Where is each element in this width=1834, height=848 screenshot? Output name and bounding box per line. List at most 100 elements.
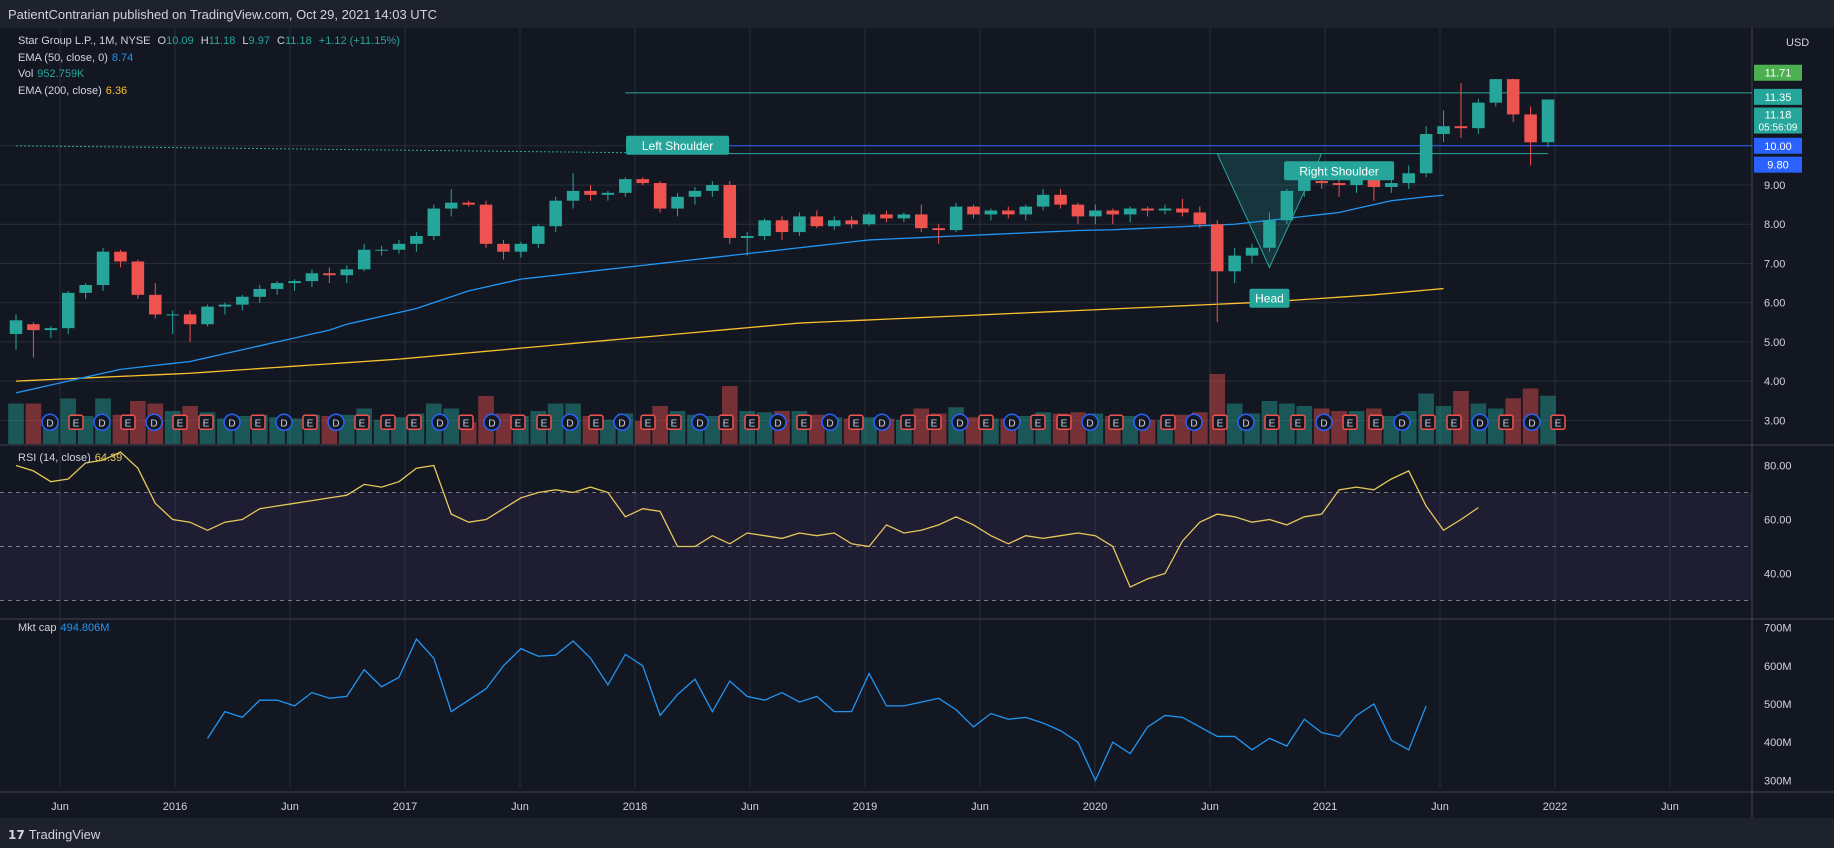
legend-low-label: L: [242, 35, 249, 47]
candle-body: [96, 251, 110, 286]
dividend-marker-label: D: [436, 418, 443, 429]
candle-body: [9, 320, 23, 335]
candle-body: [1541, 99, 1555, 143]
price-tag-last-bg: [1754, 107, 1802, 134]
published-header: PatientContrarian published on TradingVi…: [0, 0, 1834, 28]
candle-body: [149, 294, 162, 315]
candle-body: [1002, 210, 1015, 215]
candle-body: [1489, 79, 1503, 103]
x-tick-label: 2017: [393, 801, 417, 813]
volume-bar: [1017, 416, 1034, 444]
candle-body: [131, 261, 145, 295]
earnings-marker: [1160, 414, 1176, 431]
dividend-marker-label: D: [98, 418, 105, 429]
earnings-marker-label: E: [1425, 418, 1432, 429]
candle-body: [827, 220, 841, 227]
annotation-label: Right Shoulder: [1299, 164, 1378, 178]
published-text: PatientContrarian published on TradingVi…: [8, 7, 438, 22]
dividend-marker-label: D: [956, 418, 963, 429]
candle-body: [427, 208, 441, 236]
earnings-marker: [198, 414, 214, 431]
candle-body: [1228, 255, 1241, 272]
dividend-marker: [93, 413, 111, 432]
dividend-marker: [951, 413, 969, 432]
dividend-marker: [1523, 413, 1541, 432]
legend-mcap-label: Mkt cap: [18, 622, 57, 634]
volume-bar: [600, 419, 616, 444]
y-tick-label: 3.00: [1764, 415, 1785, 427]
rsi-y-tick-label: 40.00: [1764, 569, 1792, 581]
earnings-marker: [406, 414, 422, 431]
volume-bar: [25, 403, 42, 444]
mcap-y-tick-label: 600M: [1764, 661, 1792, 673]
legend-symbol-row: Star Group L.P., 1M, NYSE O10.09 H11.18 …: [18, 35, 400, 47]
dividend-marker-label: D: [46, 418, 53, 429]
candle-body: [984, 210, 998, 215]
volume-bar: [443, 408, 460, 444]
x-tick-label: Jun: [971, 801, 989, 813]
candle-body: [566, 190, 580, 201]
legend-change: +1.12 (+11.15%): [318, 35, 400, 47]
candle-body: [323, 273, 336, 276]
earnings-marker: [1264, 414, 1280, 431]
dividend-marker-label: D: [332, 418, 339, 429]
candle-body: [1019, 206, 1032, 215]
candle-body: [514, 243, 528, 252]
y-tick-label: 7.00: [1764, 258, 1785, 270]
x-tick-label: Jun: [1431, 801, 1449, 813]
candle-body: [1350, 177, 1363, 186]
x-tick-label: 2016: [163, 801, 187, 813]
candle-body: [1210, 224, 1224, 272]
price-tag-mid: 11.35: [1765, 92, 1792, 104]
legend-ema50-row: EMA (50, close, 0) 8.74: [18, 52, 133, 64]
mcap-y-tick-label: 700M: [1764, 623, 1792, 635]
earnings-marker-label: E: [73, 418, 80, 429]
legend-vol-value: 952.759K: [37, 68, 85, 80]
volume-bar: [756, 412, 773, 444]
annotation-label: Head: [1255, 292, 1284, 306]
annotation-box: [1284, 161, 1395, 181]
x-tick-label: Jun: [1201, 801, 1219, 813]
legend-rsi-label: RSI (14, close): [18, 452, 91, 464]
dividend-marker-label: D: [1398, 418, 1405, 429]
dividend-marker-label: D: [618, 418, 625, 429]
earnings-marker: [354, 414, 370, 431]
earnings-marker-label: E: [749, 418, 756, 429]
candle-body: [793, 216, 806, 233]
legend-high-label: H: [200, 35, 209, 47]
earnings-marker-label: E: [255, 418, 262, 429]
x-tick-label: 2022: [1543, 801, 1567, 813]
rsi-band: [0, 492, 1752, 601]
tradingview-brand[interactable]: 𝟭𝟳 TradingView: [8, 827, 100, 842]
x-tick-label: 2021: [1313, 801, 1337, 813]
dividend-marker: [1315, 413, 1333, 432]
legend-low: 9.97: [248, 35, 270, 47]
earnings-marker-label: E: [1269, 418, 1276, 429]
rsi-y-tick-label: 80.00: [1764, 461, 1792, 473]
dividend-marker-label: D: [774, 418, 781, 429]
volume-bar: [1279, 403, 1295, 444]
candle-body: [1437, 126, 1450, 135]
volume-bar: [547, 403, 564, 444]
earnings-marker: [1550, 414, 1566, 431]
candle-body: [410, 236, 423, 244]
earnings-marker-label: E: [1555, 418, 1562, 429]
earnings-marker-label: E: [1113, 418, 1120, 429]
earnings-marker: [1420, 414, 1436, 431]
dividend-marker-label: D: [488, 418, 495, 429]
earnings-marker: [900, 414, 916, 431]
candle-body: [1332, 183, 1346, 186]
candle-body: [1454, 126, 1468, 129]
candle-body: [1367, 177, 1381, 187]
candle-body: [949, 206, 963, 231]
price-tag-resistance-bg: [1754, 137, 1802, 154]
chart-canvas[interactable]: 3.00 4.00 5.00 6.00 7.00 8.00 9.00 10.00 USD Jun 2…: [0, 28, 1834, 818]
rsi-line: [15, 451, 1479, 588]
legend-open: 10.09: [166, 35, 194, 47]
earnings-marker-label: E: [1217, 418, 1224, 429]
x-tick-label: Jun: [741, 801, 759, 813]
earnings-marker-label: E: [1503, 418, 1510, 429]
volume-bar: [652, 406, 668, 444]
legend-mcap-row: Mkt cap 494.806M: [18, 622, 109, 634]
candle-body: [1193, 212, 1207, 225]
